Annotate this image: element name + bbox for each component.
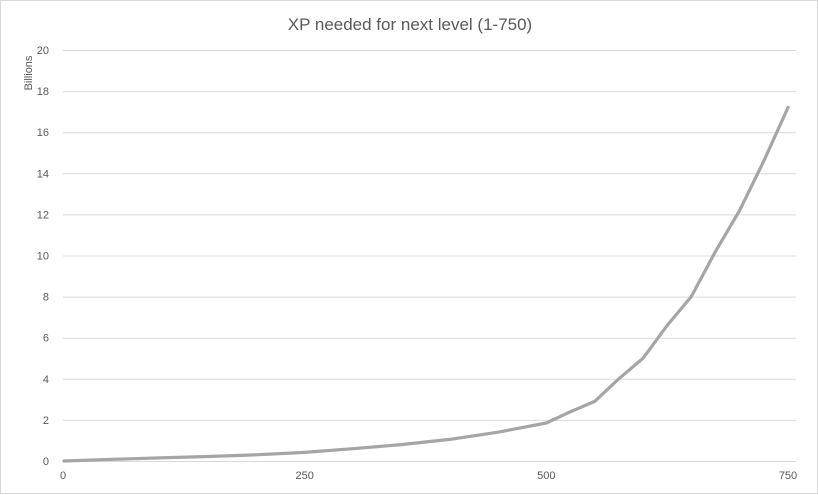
y-tick-label: 16 [37, 127, 49, 139]
x-tick-label: 500 [537, 470, 555, 482]
y-tick-label: 0 [43, 456, 49, 468]
series-line [62, 105, 790, 463]
y-tick-label: 18 [37, 86, 49, 98]
series-group [62, 105, 790, 463]
y-axis-ticks: 0 2 4 6 8 10 12 14 16 18 20 [37, 45, 49, 468]
y-tick-label: 6 [43, 333, 49, 345]
y-tick-label: 4 [43, 374, 49, 386]
y-tick-label: 20 [37, 45, 49, 57]
y-tick-label: 12 [37, 209, 49, 221]
x-axis-ticks: 0 250 500 750 [60, 470, 797, 482]
y-tick-label: 8 [43, 292, 49, 304]
y-tick-label: 2 [43, 415, 49, 427]
y-tick-label: 14 [37, 168, 49, 180]
y-axis-unit-label: Billions [23, 55, 35, 90]
gridlines [63, 50, 796, 462]
chart-title: XP needed for next level (1-750) [288, 15, 532, 34]
x-tick-label: 750 [779, 470, 797, 482]
y-tick-label: 10 [37, 251, 49, 263]
x-tick-label: 250 [295, 470, 313, 482]
x-tick-label: 0 [60, 470, 66, 482]
